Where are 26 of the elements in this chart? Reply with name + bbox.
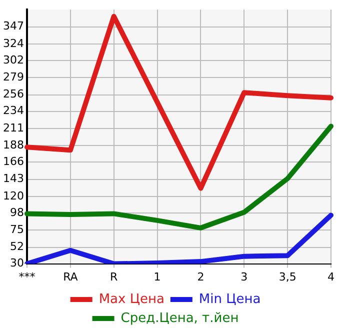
y-tick-label: 52 — [10, 240, 24, 254]
y-tick-label: 211 — [2, 121, 24, 134]
x-tick-label: 2 — [197, 270, 204, 284]
x-tick-label: *** — [18, 270, 36, 284]
y-tick-label: 166 — [2, 154, 24, 168]
y-tick-label: 120 — [2, 189, 24, 202]
legend-label: Min Цена — [198, 292, 261, 307]
y-tick-label: 324 — [2, 36, 24, 50]
y-tick-label: 30 — [10, 256, 24, 270]
y-tick-label: 143 — [2, 172, 24, 186]
legend-label: Max Цена — [98, 292, 164, 307]
y-tick-label: 98 — [10, 206, 24, 219]
y-tick-label: 188 — [2, 138, 24, 152]
y-tick-label: 234 — [2, 104, 24, 118]
x-tick-label: 3 — [240, 270, 248, 284]
y-tick-label: 256 — [2, 88, 24, 101]
legend-label: Сред.Цена, т.йен — [120, 310, 239, 326]
x-tick-label: 4 — [328, 270, 334, 284]
y-tick-label: 75 — [10, 223, 24, 236]
x-tick-label: RA — [63, 270, 78, 284]
y-tick-label: 302 — [2, 53, 24, 66]
x-tick-label: R — [110, 270, 118, 284]
x-tick-label: 3,5 — [278, 270, 296, 284]
x-tick-label: 1 — [154, 270, 161, 284]
y-tick-label: 279 — [2, 70, 24, 84]
y-tick-label: 347 — [2, 20, 24, 33]
